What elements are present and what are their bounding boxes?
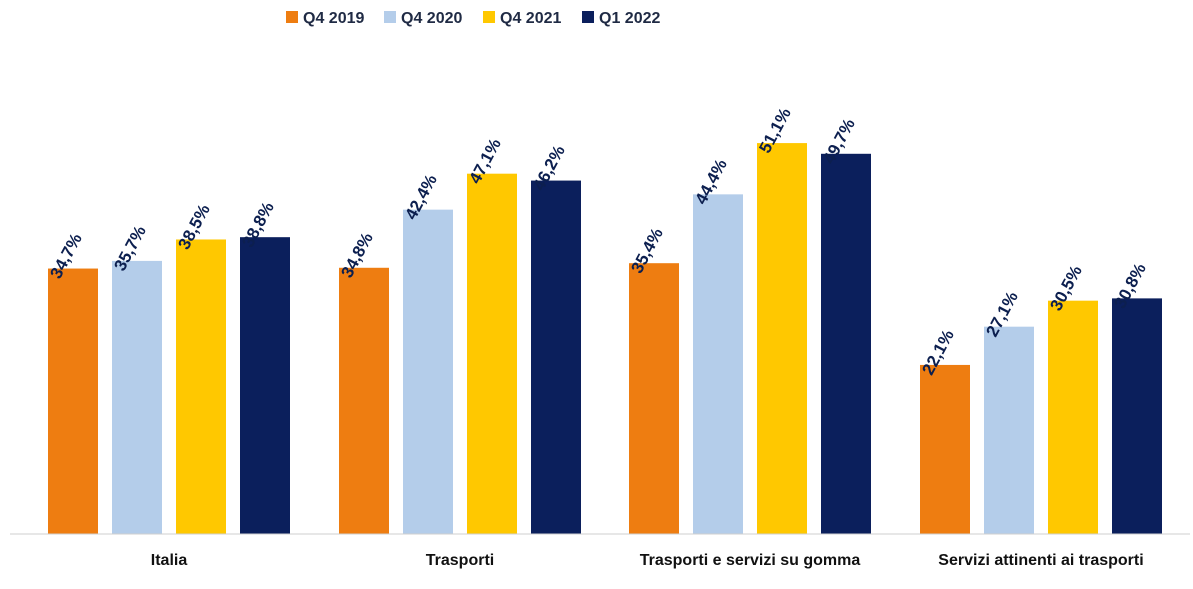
legend-swatch-4 <box>582 11 594 23</box>
bar-2-3 <box>467 173 517 534</box>
bar-2-2 <box>403 209 453 534</box>
legend-label-3: Q4 2021 <box>500 10 561 27</box>
bar-1-1 <box>48 268 98 534</box>
bar-3-2 <box>693 194 743 534</box>
category-label-2: Trasporti <box>426 552 494 569</box>
bar-1-4 <box>240 237 290 534</box>
legend-label-2: Q4 2020 <box>401 10 462 27</box>
bar-3-4 <box>821 153 871 535</box>
category-label-4: Servizi attinenti ai trasporti <box>938 552 1143 569</box>
bar-1-2 <box>112 260 162 534</box>
legend: Q4 2019 Q4 2020 Q4 2021 Q1 2022 <box>286 10 660 27</box>
legend-swatch-3 <box>483 11 495 23</box>
legend-label-1: Q4 2019 <box>303 10 364 27</box>
bar-4-4 <box>1112 298 1162 534</box>
bar-3-1 <box>629 263 679 534</box>
bar-4-3 <box>1048 300 1098 534</box>
bar-1-3 <box>176 239 226 534</box>
bar-2-1 <box>339 267 389 534</box>
legend-swatch-2 <box>384 11 396 23</box>
bar-4-1 <box>920 364 970 534</box>
bars <box>48 143 1162 535</box>
legend-swatch-1 <box>286 11 298 23</box>
category-label-3: Trasporti e servizi su gomma <box>640 552 861 569</box>
bar-2-4 <box>531 180 581 534</box>
legend-label-4: Q1 2022 <box>599 10 660 27</box>
category-labels: Italia Trasporti Trasporti e servizi su go… <box>151 552 1144 569</box>
bar-4-2 <box>984 326 1034 534</box>
category-label-1: Italia <box>151 552 188 569</box>
bar-3-3 <box>757 143 807 534</box>
